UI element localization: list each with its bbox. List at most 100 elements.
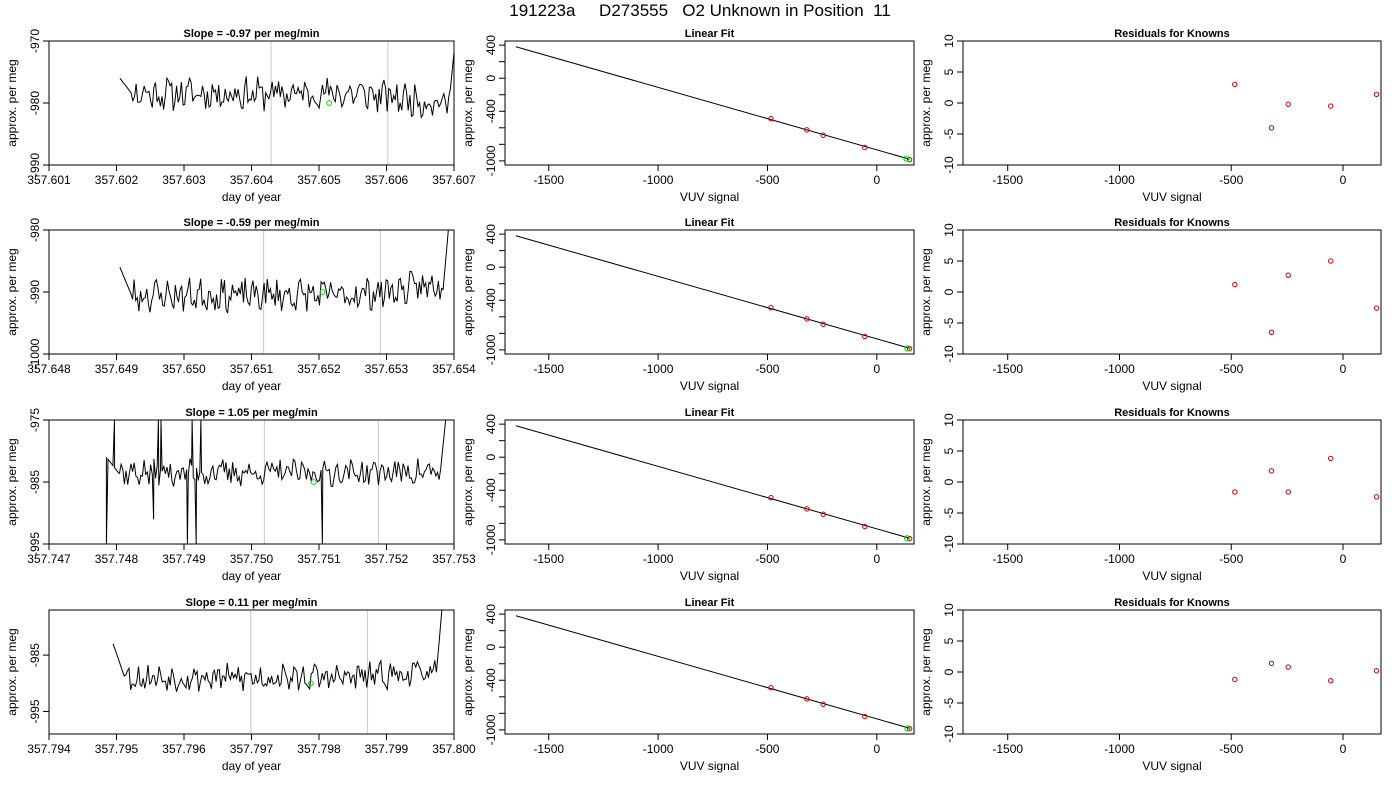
x-tick-label: 357.752 [365, 552, 409, 566]
known-point [820, 132, 826, 138]
y-tick-label: -5 [942, 507, 956, 518]
x-tick-label: -1000 [643, 362, 674, 376]
x-tick-label: 357.794 [27, 742, 71, 756]
plot-frame [962, 609, 1382, 735]
subplot-r2-residuals: Residuals for Knowns -1500 -1000 -500 0 VUV s… [919, 217, 1382, 393]
x-tick-label: 357.650 [162, 362, 206, 376]
known-point [820, 701, 826, 707]
known-point [768, 116, 774, 122]
subplot-r4-residuals: Residuals for Knowns -1500 -1000 -500 0 VUV s… [919, 597, 1382, 773]
plot-area [1232, 455, 1380, 500]
y-tick-label: 0 [942, 478, 956, 485]
known-point [768, 685, 774, 691]
y-tick-label: -400 [484, 668, 498, 692]
y-tick-label: -10 [942, 345, 956, 363]
y-tick-label: 400 [484, 224, 498, 244]
y-tick-label: -980 [28, 91, 42, 115]
known-point [862, 144, 868, 151]
plot-area [119, 41, 454, 165]
x-tick-label: -1500 [992, 173, 1023, 187]
unknown-point [308, 680, 314, 687]
x-tick-label: -500 [755, 552, 779, 566]
subplot-r2-linear-fit: Linear Fit -1500 -1000 -500 0 VUV signal 400 0 -… [461, 217, 915, 393]
x-tick-label: 357.800 [432, 742, 476, 756]
x-tick-label: 357.653 [365, 362, 409, 376]
known-point [906, 156, 913, 163]
x-tick-label: 357.649 [95, 362, 139, 376]
known-point [1328, 258, 1334, 264]
y-tick-label: 400 [484, 414, 498, 434]
subplot-title: Residuals for Knowns [1114, 217, 1230, 229]
known-point [804, 127, 810, 133]
signal-trace [112, 610, 443, 692]
x-tick-label: 357.654 [432, 362, 476, 376]
subplot-title: Linear Fit [685, 597, 735, 609]
x-tick-label: -1000 [1104, 742, 1135, 756]
x-tick-label: 357.747 [27, 552, 71, 566]
y-tick-label: -985 [28, 470, 42, 494]
x-axis-label: day of year [222, 759, 281, 773]
known-point [1373, 494, 1380, 500]
y-tick-label: 10 [942, 34, 956, 48]
x-tick-label: -500 [1219, 173, 1243, 187]
plot-frame [504, 40, 915, 166]
x-tick-label: -500 [1219, 552, 1243, 566]
known-point [1232, 81, 1238, 88]
subplot-r1-linear-fit: Linear Fit -1500 -1000 -500 0 VUV signal 400 0 -… [461, 28, 915, 204]
subplot-title: Linear Fit [685, 407, 735, 419]
x-tick-label: -1500 [992, 552, 1023, 566]
known-point [1268, 660, 1275, 667]
x-axis-label: day of year [222, 569, 281, 583]
y-tick-label: -990 [28, 280, 42, 304]
signal-trace [119, 230, 449, 314]
x-tick-label: 357.799 [365, 742, 409, 756]
x-tick-label: 0 [873, 173, 880, 187]
y-tick-label: -970 [28, 29, 42, 53]
known-point [1373, 668, 1380, 674]
known-point [862, 523, 868, 530]
y-tick-label: -985 [28, 643, 42, 667]
x-tick-label: 357.603 [162, 173, 206, 187]
x-tick-label: 357.751 [297, 552, 341, 566]
y-tick-label: -5 [942, 128, 956, 139]
x-tick-label: 357.652 [297, 362, 341, 376]
y-tick-label: 0 [484, 75, 498, 82]
y-tick-label: -5 [942, 317, 956, 328]
plot-area [1232, 258, 1380, 335]
signal-trace [119, 47, 454, 119]
x-tick-label: 0 [873, 552, 880, 566]
y-tick-label: -1000 [484, 524, 498, 555]
plot-frame [504, 609, 915, 735]
y-tick-label: -1000 [484, 334, 498, 365]
subplot-title: Slope = 0.11 per meg/min [186, 597, 318, 609]
known-point [1268, 125, 1275, 131]
subplot-r3-timeseries: Slope = 1.05 per meg/min 357.747 357.748 35… [5, 407, 476, 583]
y-axis-label: approx. per meg [919, 59, 933, 146]
y-axis-label: approx. per meg [461, 628, 475, 715]
x-tick-label: 0 [873, 362, 880, 376]
y-tick-label: 400 [484, 604, 498, 624]
x-tick-label: -1000 [1104, 362, 1135, 376]
x-axis-label: VUV signal [1142, 569, 1201, 583]
plot-frame [48, 419, 455, 545]
known-point [1268, 468, 1275, 474]
subplot-title: Linear Fit [685, 28, 735, 40]
known-point [1328, 677, 1334, 684]
subplot-r3-linear-fit: Linear Fit -1500 -1000 -500 0 VUV signal 400 0 -… [461, 407, 915, 583]
y-tick-label: -400 [484, 288, 498, 312]
y-tick-label: 10 [942, 603, 956, 617]
known-point [1232, 676, 1238, 683]
known-point [862, 333, 868, 340]
unknown-point [310, 479, 317, 485]
unknown-point [904, 345, 911, 352]
plot-area [119, 230, 449, 354]
known-point [804, 696, 810, 702]
x-tick-label: 357.796 [162, 742, 206, 756]
x-tick-label: -1000 [643, 552, 674, 566]
x-tick-label: 0 [1340, 173, 1347, 187]
y-tick-label: -995 [28, 699, 42, 723]
x-axis-label: VUV signal [1142, 759, 1201, 773]
x-tick-label: -1500 [533, 552, 564, 566]
subplot-r2-timeseries: Slope = -0.59 per meg/min 357.648 357.649 3… [5, 217, 476, 393]
known-point [1285, 664, 1291, 670]
